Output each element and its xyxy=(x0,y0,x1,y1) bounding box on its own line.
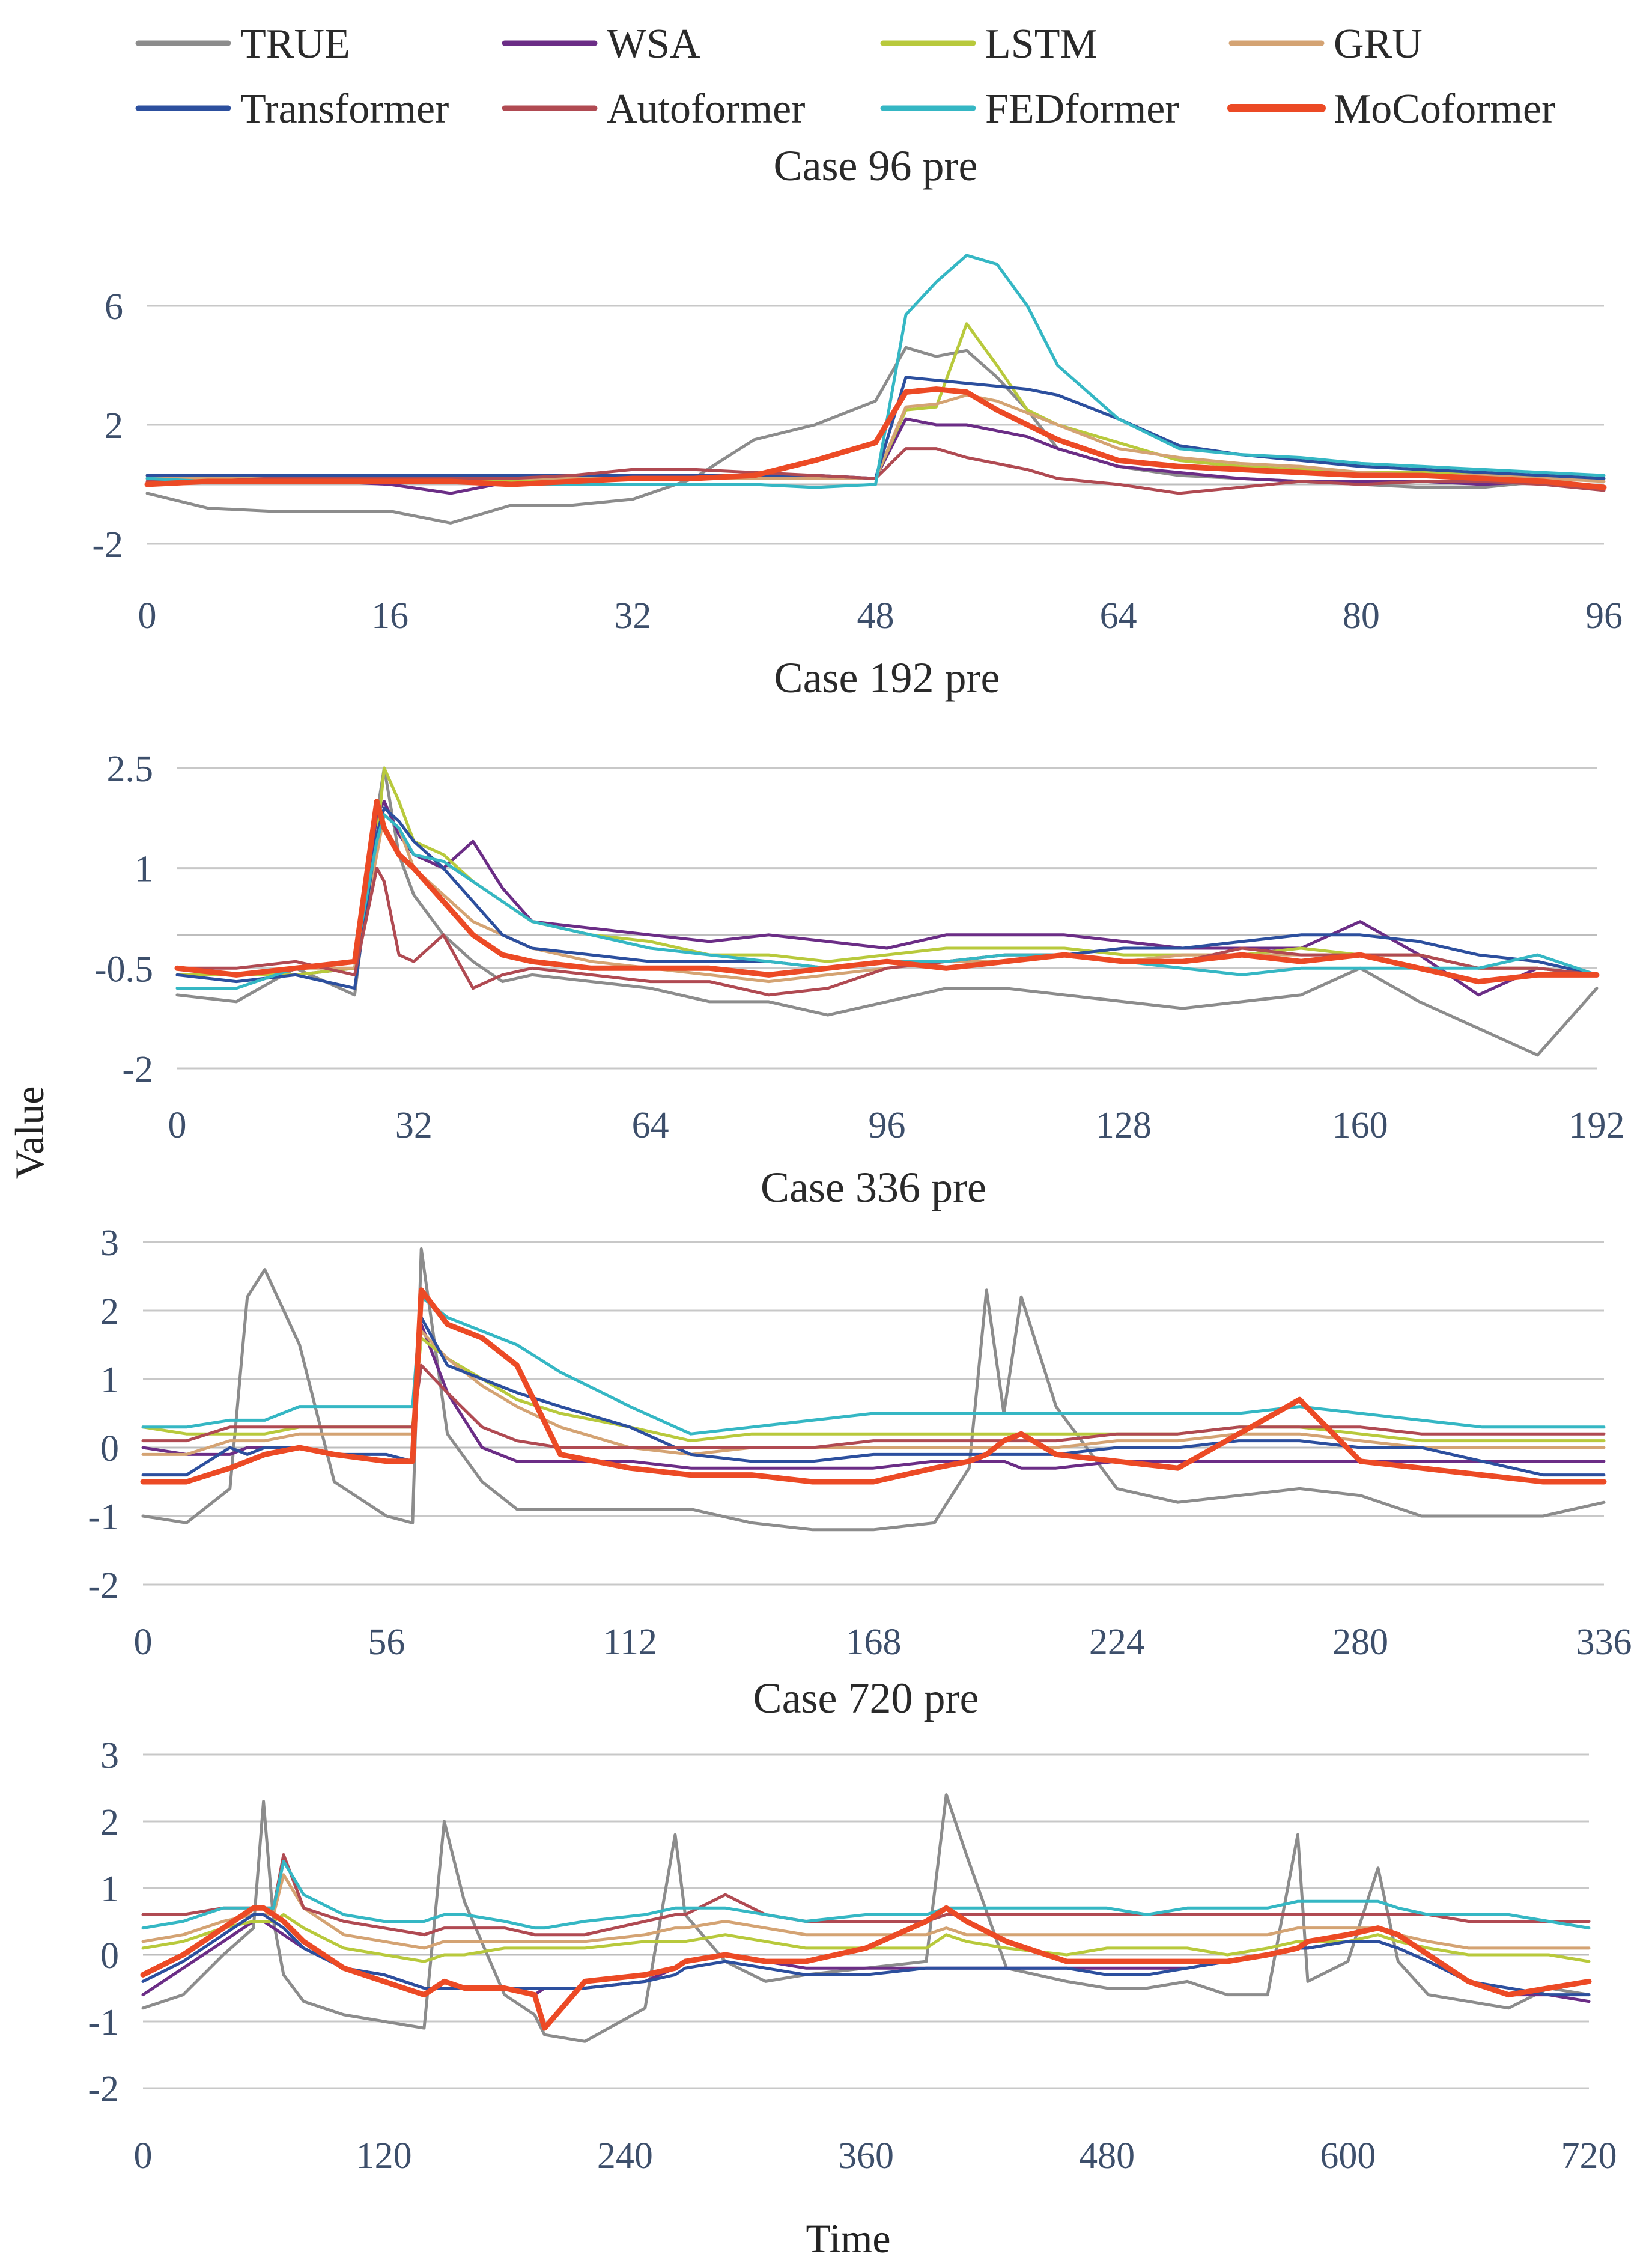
y-tick-label: -2 xyxy=(88,2069,119,2110)
x-tick-label: 336 xyxy=(1576,1622,1632,1663)
y-tick-label: 1 xyxy=(100,1869,119,1910)
x-tick-label: 0 xyxy=(134,2136,153,2176)
chart-panel-2: Case 192 pre -2 -0.5 1 2.5 0 32 64 96 128 160 192 xyxy=(94,654,1625,1146)
legend-label-gru: GRU xyxy=(1334,21,1423,67)
y-tick-label: 0 xyxy=(100,1428,119,1469)
series-line-mocoformer xyxy=(140,1905,1592,2031)
x-axis-label: Time xyxy=(806,2216,890,2261)
x-tick-label: 360 xyxy=(838,2136,894,2176)
x-tick-label: 64 xyxy=(632,1105,669,1146)
series-line-lstm xyxy=(175,766,1599,976)
panel-title: Case 192 pre xyxy=(774,654,1000,702)
series-line-mocoformer xyxy=(174,799,1600,985)
y-tick-label: 2.5 xyxy=(107,749,154,790)
y-tick-label: -1 xyxy=(88,2002,119,2043)
x-tick-label: 32 xyxy=(395,1105,433,1146)
x-tick-label: 96 xyxy=(869,1105,906,1146)
series-line-transformer xyxy=(141,1913,1591,1997)
y-axis-label: Value xyxy=(7,1086,52,1180)
y-tick-label: 3 xyxy=(100,1735,119,1776)
series-line-mocoformer xyxy=(140,1287,1607,1485)
x-tick-label: 720 xyxy=(1561,2136,1617,2176)
series-line-autoformer xyxy=(175,867,1599,997)
x-tick-label: 128 xyxy=(1096,1105,1152,1146)
y-tick-label: 3 xyxy=(100,1223,119,1264)
x-tick-label: 48 xyxy=(857,595,894,636)
x-tick-label: 120 xyxy=(356,2136,412,2176)
legend-label-true: TRUE xyxy=(240,21,350,67)
series-line-true xyxy=(141,1793,1591,2043)
x-tick-label: 56 xyxy=(368,1622,405,1663)
x-tick-label: 240 xyxy=(597,2136,653,2176)
series-line-fedformer xyxy=(141,1295,1606,1436)
chart-panel-3: Case 336 pre -2 -1 0 1 2 3 0 56 112 168 224 280 336 xyxy=(88,1163,1632,1663)
x-tick-label: 480 xyxy=(1079,2136,1135,2176)
x-tick-label: 168 xyxy=(846,1622,902,1663)
series-line-gru xyxy=(141,1873,1591,1950)
x-tick-label: 80 xyxy=(1343,595,1380,636)
y-tick-label: 2 xyxy=(105,406,123,446)
series-line-fedformer xyxy=(141,1860,1591,1930)
legend-label-fedformer: FEDformer xyxy=(985,86,1179,132)
x-tick-label: 0 xyxy=(134,1622,153,1663)
x-tick-label: 16 xyxy=(371,595,408,636)
x-tick-label: 224 xyxy=(1089,1622,1145,1663)
series-line-transformer xyxy=(175,806,1599,990)
x-tick-label: 112 xyxy=(603,1622,657,1663)
x-tick-label: 0 xyxy=(168,1105,187,1146)
panel-title: Case 720 pre xyxy=(753,1674,979,1722)
y-tick-label: 1 xyxy=(135,849,153,890)
y-tick-label: 1 xyxy=(100,1360,119,1401)
chart-panel-4: Case 720 pre -2 -1 0 1 2 3 0 120 240 360 480 600 720 xyxy=(88,1674,1617,2176)
y-tick-label: 2 xyxy=(100,1802,119,1843)
y-tick-label: -2 xyxy=(88,1565,119,1606)
y-tick-label: -0.5 xyxy=(94,949,153,990)
panel-title: Case 336 pre xyxy=(761,1163,986,1211)
legend-label-lstm: LSTM xyxy=(985,21,1098,67)
x-tick-label: 160 xyxy=(1332,1105,1388,1146)
x-tick-label: 192 xyxy=(1569,1105,1625,1146)
y-tick-label: -2 xyxy=(92,525,123,565)
series-line-transformer xyxy=(145,376,1606,480)
legend: TRUE WSA LSTM GRU Transformer Autoformer FEDfo… xyxy=(135,21,1555,132)
y-tick-label: -1 xyxy=(88,1497,119,1538)
series-line-autoformer xyxy=(141,1363,1606,1449)
y-tick-label: 6 xyxy=(105,287,123,327)
x-tick-label: 280 xyxy=(1332,1622,1388,1663)
y-tick-label: 2 xyxy=(100,1291,119,1332)
panel-title: Case 96 pre xyxy=(774,142,978,190)
legend-label-mocoformer: MoCoformer xyxy=(1334,86,1555,132)
series-line-wsa xyxy=(175,800,1599,997)
chart-panel-1: Case 96 pre -2 2 6 0 16 32 48 64 80 96 xyxy=(92,142,1623,636)
legend-label-autoformer: Autoformer xyxy=(607,86,805,132)
x-tick-label: 64 xyxy=(1100,595,1137,636)
legend-label-transformer: Transformer xyxy=(240,86,449,132)
x-tick-label: 0 xyxy=(138,595,157,636)
series-line-mocoformer xyxy=(144,386,1607,490)
x-tick-label: 32 xyxy=(614,595,651,636)
x-tick-label: 96 xyxy=(1585,595,1623,636)
y-tick-label: -2 xyxy=(122,1049,153,1090)
series-line-true xyxy=(141,1247,1606,1532)
y-tick-label: 0 xyxy=(100,1936,119,1976)
x-tick-label: 600 xyxy=(1320,2136,1376,2176)
legend-label-wsa: WSA xyxy=(607,21,700,67)
series-line-autoformer xyxy=(145,447,1606,495)
